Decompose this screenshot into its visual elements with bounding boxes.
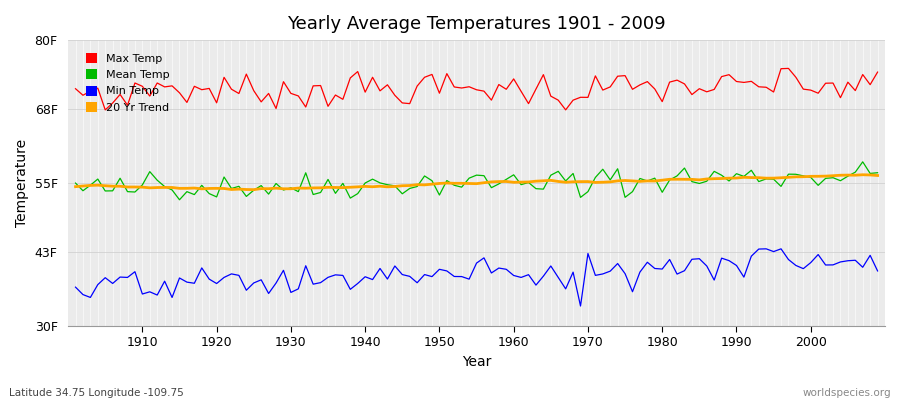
Title: Yearly Average Temperatures 1901 - 2009: Yearly Average Temperatures 1901 - 2009 [287,15,666,33]
Y-axis label: Temperature: Temperature [15,139,29,227]
Legend: Max Temp, Mean Temp, Min Temp, 20 Yr Trend: Max Temp, Mean Temp, Min Temp, 20 Yr Tre… [82,48,175,117]
Text: Latitude 34.75 Longitude -109.75: Latitude 34.75 Longitude -109.75 [9,388,184,398]
Text: worldspecies.org: worldspecies.org [803,388,891,398]
X-axis label: Year: Year [462,355,491,369]
